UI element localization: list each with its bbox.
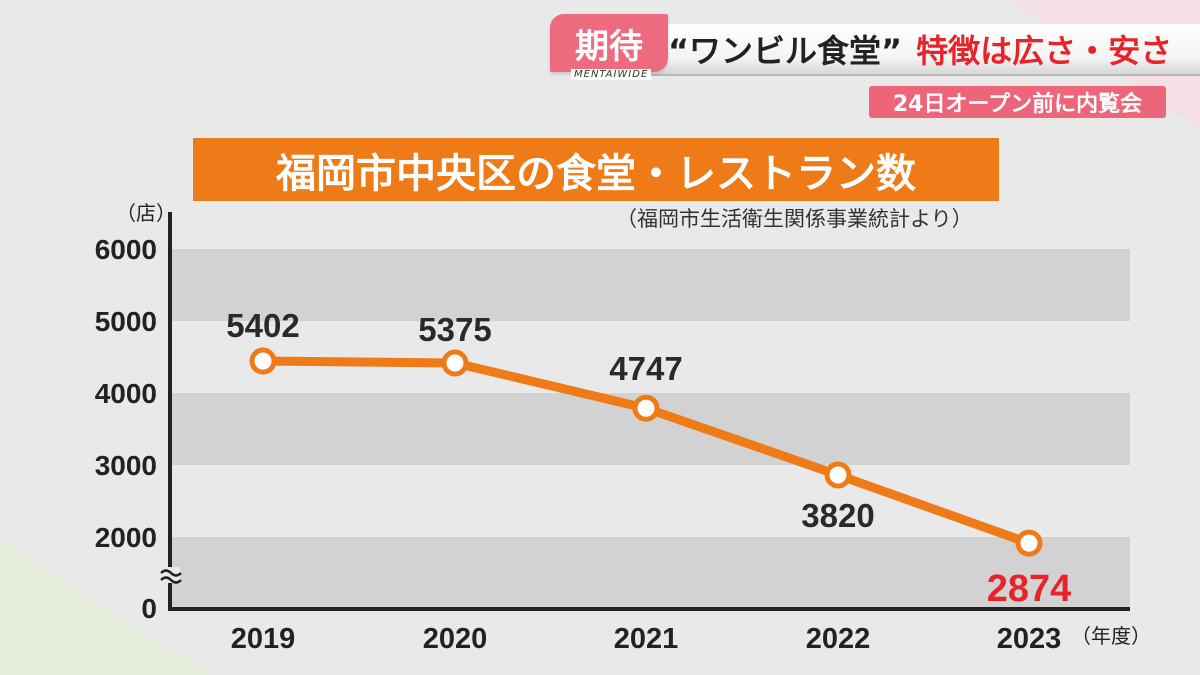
y-tick-label: 0 (141, 593, 157, 624)
data-point (824, 461, 852, 489)
chart-title: 福岡市中央区の食堂・レストラン数 (193, 138, 999, 201)
data-point (249, 347, 277, 375)
y-tick-label: 5000 (95, 306, 157, 337)
x-axis-label: （年度） (1071, 624, 1151, 648)
y-tick-label: 3000 (95, 450, 157, 481)
data-point (632, 394, 660, 422)
y-tick-label: 6000 (95, 234, 157, 265)
data-label: 3820 (801, 497, 874, 534)
axis-break-mark (160, 569, 182, 577)
y-tick-label: 4000 (95, 378, 157, 409)
y-tick-label: 2000 (95, 522, 157, 553)
grid-band (170, 249, 1130, 321)
x-tick-label: 2021 (614, 623, 679, 655)
data-point (441, 349, 469, 377)
y-axis-label: （店） (116, 201, 176, 225)
data-label: 2874 (987, 568, 1072, 610)
x-tick-label: 2022 (806, 623, 871, 655)
caption-bar (590, 24, 1200, 76)
axis-break-mark (160, 576, 182, 584)
data-label: 5402 (226, 307, 299, 344)
grid-band (170, 537, 1130, 608)
chart-source: （福岡市生活衛生関係事業統計より） (616, 207, 973, 231)
x-tick-label: 2020 (423, 623, 488, 655)
data-label: 5375 (418, 311, 491, 348)
caption-quote: “ワンビル食堂” (668, 32, 903, 70)
data-point (1015, 529, 1043, 557)
caption-headline: “ワンビル食堂” 特徴は広さ・安さ (668, 27, 1172, 71)
caption-red-text: 特徴は広さ・安さ (916, 32, 1173, 70)
program-logo: MENTAIWIDE (571, 69, 652, 80)
x-tick-label: 2023 (997, 623, 1062, 655)
data-label: 4747 (609, 350, 682, 387)
x-tick-label: 2019 (231, 623, 296, 655)
caption-tag: 期待 (550, 14, 668, 72)
caption-subtitle: 24日オープン前に内覧会 (869, 86, 1166, 118)
